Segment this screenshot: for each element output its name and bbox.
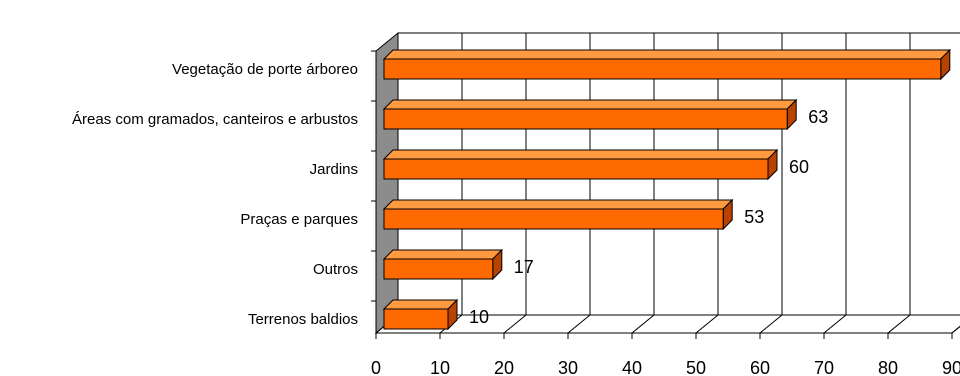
category-label: Jardins [310,161,358,178]
bar-top [382,299,459,310]
category-labels: Vegetação de porte árboreo Áreas com gram… [72,61,358,328]
bar-top [382,249,504,260]
floor-gridline [503,314,527,334]
floor-gridline [567,314,591,334]
x-tick-label: 70 [814,358,834,376]
value-label: 17 [514,257,534,277]
value-label: 10 [469,307,489,327]
bar-top [382,99,798,110]
bar [383,108,788,130]
value-label: 60 [789,157,809,177]
value-labels: 876360531710 [469,107,828,327]
bar [383,158,769,180]
x-tick-label: 0 [371,358,381,376]
bar [383,58,942,80]
category-label: Praças e parques [240,211,358,228]
category-label: Outros [313,261,358,278]
x-tick-label: 80 [878,358,898,376]
x-tick-label: 50 [686,358,706,376]
floor-gridline [823,314,847,334]
bar-top [382,199,734,210]
category-label: Terrenos baldios [248,311,358,328]
bar-top [382,149,779,160]
chart-bars [382,48,952,331]
x-tick-label: 40 [622,358,642,376]
category-label: Vegetação de porte árboreo [172,61,358,78]
value-label: 53 [744,207,764,227]
value-label: 63 [808,107,828,127]
floor-gridline [759,314,783,334]
bar [383,308,449,330]
floor [374,314,960,334]
x-tick-label: 60 [750,358,770,376]
bar-top [382,49,952,60]
bar [383,258,494,280]
x-tick-label: 20 [494,358,514,376]
floor-gridline [887,314,911,334]
floor-gridline [695,314,719,334]
floor-gridline [631,314,655,334]
x-axis-ticks: 0 10 20 30 40 50 60 70 80 90 [371,50,960,376]
x-tick-label: 90 [942,358,960,376]
x-tick-label: 10 [430,358,450,376]
floor-gridline [951,325,960,334]
x-tick-label: 30 [558,358,578,376]
bar [383,208,724,230]
category-label: Áreas com gramados, canteiros e arbustos [72,111,358,128]
